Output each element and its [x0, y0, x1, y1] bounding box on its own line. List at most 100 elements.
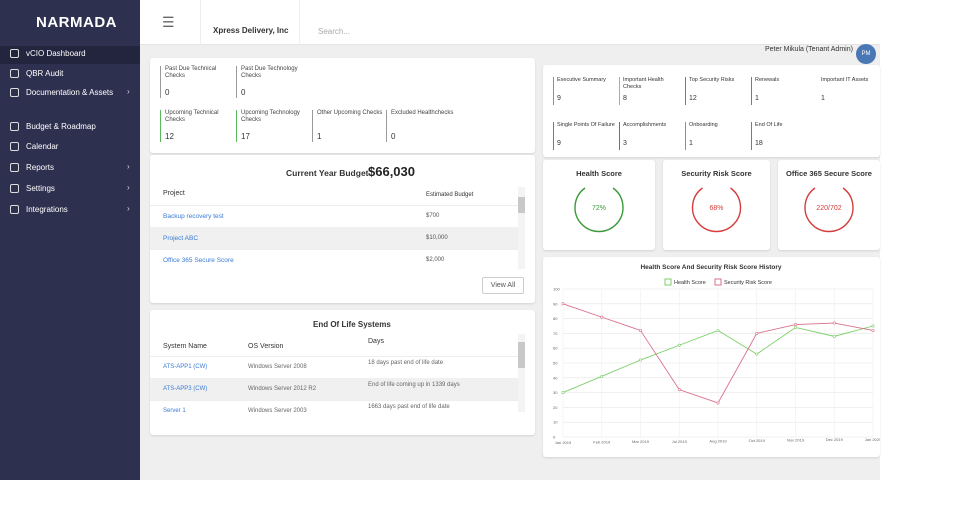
- gauge: 72%: [574, 187, 624, 233]
- check-item[interactable]: Past Due Technology Checks 0: [236, 66, 308, 98]
- scrollbar: [518, 334, 525, 412]
- summary-item[interactable]: Renewals 1: [751, 77, 813, 105]
- summary-value: 3: [623, 140, 627, 147]
- project-link[interactable]: Office 365 Secure Score: [163, 257, 234, 264]
- summary-item[interactable]: Accomplishments 3: [619, 122, 681, 150]
- search-input[interactable]: Search...: [318, 27, 351, 36]
- data-point: [832, 334, 836, 338]
- eol-cell: End of life coming up in 1339 days: [368, 382, 460, 388]
- menu-label: Settings: [26, 184, 55, 193]
- check-item[interactable]: Upcoming Technology Checks 17: [236, 110, 308, 142]
- view-all-button[interactable]: View All: [482, 277, 524, 294]
- x-tick-label: Mar 2019: [632, 439, 650, 444]
- table-row: [150, 356, 518, 378]
- avatar[interactable]: PM: [856, 44, 876, 64]
- score-title: Health Score: [576, 169, 622, 178]
- summary-label: Important Health Checks: [623, 77, 664, 90]
- summary-label: End Of Life: [755, 122, 783, 128]
- scroll-thumb: [518, 197, 525, 213]
- eol-cell: Windows Server 2012 R2: [248, 386, 317, 392]
- menu-item[interactable]: Reports ›: [0, 160, 140, 178]
- data-point: [639, 328, 643, 332]
- menu-label: Integrations: [26, 205, 68, 214]
- gauge: 220/702: [804, 187, 854, 233]
- user-name[interactable]: Peter Mikula (Tenant Admin): [765, 46, 853, 53]
- logo: NARMADA: [36, 14, 117, 31]
- menu-item[interactable]: Documentation & Assets ›: [0, 85, 140, 115]
- system-link[interactable]: Server 1: [163, 408, 186, 414]
- summary-item[interactable]: Executive Summary 9: [553, 77, 615, 105]
- data-point: [600, 315, 604, 319]
- score-card: Security Risk Score 68%: [663, 160, 770, 250]
- menu-arrow: ›: [127, 87, 130, 96]
- menu-toggle[interactable]: ☰: [162, 14, 175, 30]
- y-tick-label: 40: [553, 375, 558, 380]
- summary-item[interactable]: Single Points Of Failure 9: [553, 122, 615, 150]
- check-item[interactable]: Upcoming Technical Checks 12: [160, 110, 232, 142]
- menu-item[interactable]: Settings ›: [0, 181, 140, 199]
- gauge-arc: [691, 187, 742, 233]
- eol-cell: 18 days past end of life date: [368, 360, 444, 366]
- summary-value: 1: [689, 140, 693, 147]
- data-point: [639, 358, 643, 362]
- menu-label: QBR Audit: [26, 69, 64, 78]
- chart-card: Health Score And Security Risk Score His…: [543, 257, 880, 457]
- check-value: 12: [165, 132, 174, 141]
- check-item[interactable]: Excluded Healthchecks 0: [386, 110, 458, 142]
- col-header: System Name: [163, 343, 207, 350]
- check-label: Past Due Technology Checks: [241, 66, 298, 79]
- x-tick-label: Dec 2019: [826, 437, 844, 442]
- menu-item[interactable]: Calendar: [0, 139, 140, 157]
- table-row: [150, 249, 518, 271]
- data-point: [794, 323, 798, 327]
- menu-item[interactable]: QBR Audit: [0, 66, 140, 84]
- summary-item[interactable]: Onboarding 1: [685, 122, 747, 150]
- check-label: Other Upcoming Checks: [317, 110, 383, 116]
- checks-card card: Past Due Technical Checks 0 Past Due Techn…: [150, 58, 535, 153]
- budget-card: Current Year Budget $66,030 Project Estimat…: [150, 155, 535, 303]
- data-point: [755, 352, 759, 356]
- system-link[interactable]: ATS-APP3 (CW): [163, 386, 208, 392]
- legend-swatch: [714, 278, 722, 286]
- summary-item[interactable]: Important IT Assets 1: [817, 77, 879, 105]
- y-tick-label: 30: [553, 390, 558, 395]
- eol-title: End Of Life Systems: [313, 320, 391, 329]
- table-row: [150, 205, 518, 227]
- data-point: [561, 391, 565, 395]
- y-tick-label: 80: [553, 316, 558, 321]
- eol-cell: Windows Server 2008: [248, 364, 307, 370]
- check-label: Upcoming Technology Checks: [241, 110, 300, 123]
- col-header: OS Version: [248, 343, 284, 350]
- data-point: [871, 324, 875, 328]
- y-tick-label: 60: [553, 346, 558, 351]
- check-value: 0: [165, 88, 170, 97]
- summary-item[interactable]: End Of Life 18: [751, 122, 813, 150]
- x-tick-label: Oct 2019: [749, 438, 766, 443]
- check-item[interactable]: Past Due Technical Checks 0: [160, 66, 232, 98]
- company[interactable]: Xpress Delivery, Inc: [213, 26, 289, 35]
- system-link[interactable]: ATS-APP1 (CW): [163, 364, 208, 370]
- chart-title: Health Score And Security Risk Score His…: [640, 264, 781, 271]
- menu-item[interactable]: vCIO Dashboard: [0, 46, 140, 64]
- menu-item[interactable]: Budget & Roadmap: [0, 119, 140, 137]
- score-title: Office 365 Secure Score: [786, 169, 872, 178]
- summary-item[interactable]: Top Security Risks 12: [685, 77, 747, 105]
- check-item[interactable]: Other Upcoming Checks 1: [312, 110, 384, 142]
- check-value: 17: [241, 132, 250, 141]
- line-chart: Health Score And Security Risk Score His…: [553, 264, 880, 445]
- project-link[interactable]: Backup recovery test: [163, 213, 224, 220]
- x-tick-label: Jul 2019: [672, 439, 688, 444]
- menu-icon: [10, 184, 19, 193]
- x-tick-label: Jan 2020: [865, 437, 880, 442]
- menu-arrow: ›: [127, 183, 130, 192]
- summary-value: 9: [557, 140, 561, 147]
- budget-title: Current Year Budget: [286, 168, 369, 178]
- menu-item[interactable]: Integrations ›: [0, 202, 140, 220]
- y-tick-label: 0: [553, 435, 556, 440]
- project-link[interactable]: Project ABC: [163, 235, 199, 242]
- eol-cell: Windows Server 2003: [248, 408, 307, 414]
- col-header: Estimated Budget: [426, 192, 474, 198]
- summary-item[interactable]: Important Health Checks 8: [619, 77, 681, 105]
- eol-card: End Of Life Systems System Name OS Version…: [150, 310, 535, 435]
- summary-value: 18: [755, 140, 763, 147]
